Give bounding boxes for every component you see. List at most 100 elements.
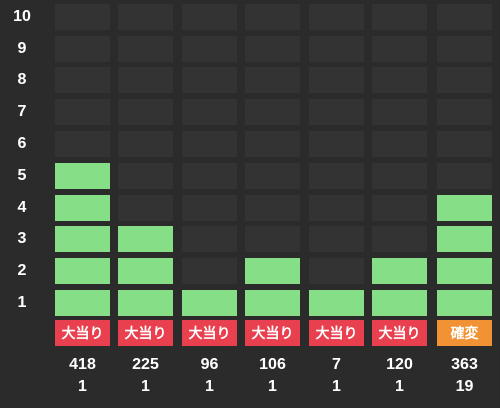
sub-count: 19 bbox=[455, 378, 474, 395]
empty-cell bbox=[182, 67, 237, 94]
y-tick-label: 10 bbox=[13, 7, 31, 25]
empty-cell bbox=[55, 131, 110, 157]
result-badge: 大当り bbox=[245, 320, 300, 346]
empty-cell bbox=[372, 35, 427, 62]
empty-cell bbox=[437, 67, 492, 94]
empty-cell bbox=[437, 35, 492, 62]
empty-cell bbox=[309, 162, 364, 189]
empty-cell bbox=[437, 131, 492, 157]
empty-cell bbox=[437, 162, 492, 189]
y-tick-label: 1 bbox=[17, 294, 27, 311]
empty-cell bbox=[182, 258, 237, 285]
sub-count: 1 bbox=[395, 378, 404, 395]
bar-segment bbox=[118, 290, 173, 316]
empty-cell bbox=[309, 3, 364, 30]
y-tick-label: 7 bbox=[17, 103, 27, 121]
empty-cell bbox=[118, 35, 173, 62]
empty-cell bbox=[118, 99, 173, 126]
empty-cell bbox=[118, 3, 173, 30]
empty-cell bbox=[55, 99, 110, 126]
y-tick-label: 6 bbox=[17, 135, 27, 152]
empty-cell bbox=[245, 226, 300, 253]
result-badge: 大当り bbox=[118, 320, 173, 346]
bar-segment bbox=[55, 162, 110, 189]
empty-cell bbox=[372, 194, 427, 221]
empty-cell bbox=[118, 131, 173, 157]
empty-cell bbox=[55, 3, 110, 30]
y-tick-label: 9 bbox=[17, 39, 27, 57]
empty-cell bbox=[437, 99, 492, 126]
bar-segment bbox=[437, 194, 492, 221]
empty-cell bbox=[118, 162, 173, 189]
empty-cell bbox=[182, 162, 237, 189]
spin-count: 363 bbox=[451, 356, 478, 373]
result-badge: 確変 bbox=[437, 320, 492, 346]
empty-cell bbox=[309, 67, 364, 94]
bar-segment bbox=[182, 290, 237, 316]
bar-segment bbox=[372, 290, 427, 316]
spin-count: 106 bbox=[259, 356, 286, 373]
empty-cell bbox=[309, 194, 364, 221]
empty-cell bbox=[372, 99, 427, 126]
result-badge: 大当り bbox=[182, 320, 237, 346]
bar-segment bbox=[55, 226, 110, 253]
bar-segment bbox=[437, 258, 492, 285]
y-tick-label: 2 bbox=[17, 262, 27, 280]
result-badge: 大当り bbox=[55, 320, 110, 346]
sub-count: 1 bbox=[141, 378, 150, 395]
bar-segment bbox=[55, 290, 110, 316]
empty-cell bbox=[245, 131, 300, 157]
sub-count: 1 bbox=[205, 378, 214, 395]
empty-cell bbox=[182, 226, 237, 253]
empty-cell bbox=[309, 35, 364, 62]
empty-cell bbox=[437, 3, 492, 30]
sub-count: 1 bbox=[268, 378, 277, 395]
empty-cell bbox=[118, 194, 173, 221]
empty-cell bbox=[372, 226, 427, 253]
empty-cell bbox=[372, 67, 427, 94]
sub-count: 1 bbox=[332, 378, 341, 395]
empty-cell bbox=[182, 131, 237, 157]
bar-segment bbox=[118, 258, 173, 285]
bar-segment bbox=[55, 194, 110, 221]
empty-cell bbox=[182, 35, 237, 62]
empty-cell bbox=[309, 99, 364, 126]
empty-cell bbox=[55, 35, 110, 62]
empty-cell bbox=[309, 226, 364, 253]
y-tick-label: 3 bbox=[17, 230, 27, 248]
empty-cell bbox=[55, 67, 110, 94]
empty-cell bbox=[245, 162, 300, 189]
empty-cell bbox=[245, 99, 300, 126]
result-badge: 大当り bbox=[372, 320, 427, 346]
spin-count: 96 bbox=[200, 356, 219, 373]
bar-segment bbox=[245, 290, 300, 316]
empty-cell bbox=[309, 258, 364, 285]
empty-cell bbox=[372, 3, 427, 30]
y-tick-label: 8 bbox=[17, 71, 27, 89]
spin-count: 120 bbox=[386, 356, 413, 373]
bar-segment bbox=[309, 290, 364, 316]
bar-segment bbox=[437, 226, 492, 253]
result-badge: 大当り bbox=[309, 320, 364, 346]
spin-count: 7 bbox=[332, 356, 341, 373]
empty-cell bbox=[372, 162, 427, 189]
empty-cell bbox=[182, 194, 237, 221]
bar-segment bbox=[372, 258, 427, 285]
empty-cell bbox=[118, 67, 173, 94]
y-tick-label: 5 bbox=[17, 166, 27, 184]
empty-cell bbox=[182, 99, 237, 126]
empty-cell bbox=[309, 131, 364, 157]
spin-count: 225 bbox=[132, 356, 159, 373]
y-tick-label: 4 bbox=[17, 198, 27, 216]
empty-cell bbox=[372, 131, 427, 157]
empty-cell bbox=[245, 67, 300, 94]
bar-segment bbox=[245, 258, 300, 285]
bar-segment bbox=[118, 226, 173, 253]
empty-cell bbox=[245, 194, 300, 221]
spin-count: 418 bbox=[69, 356, 96, 373]
empty-cell bbox=[182, 3, 237, 30]
bar-segment bbox=[55, 258, 110, 285]
sub-count: 1 bbox=[78, 378, 87, 395]
bar-segment bbox=[437, 290, 492, 316]
